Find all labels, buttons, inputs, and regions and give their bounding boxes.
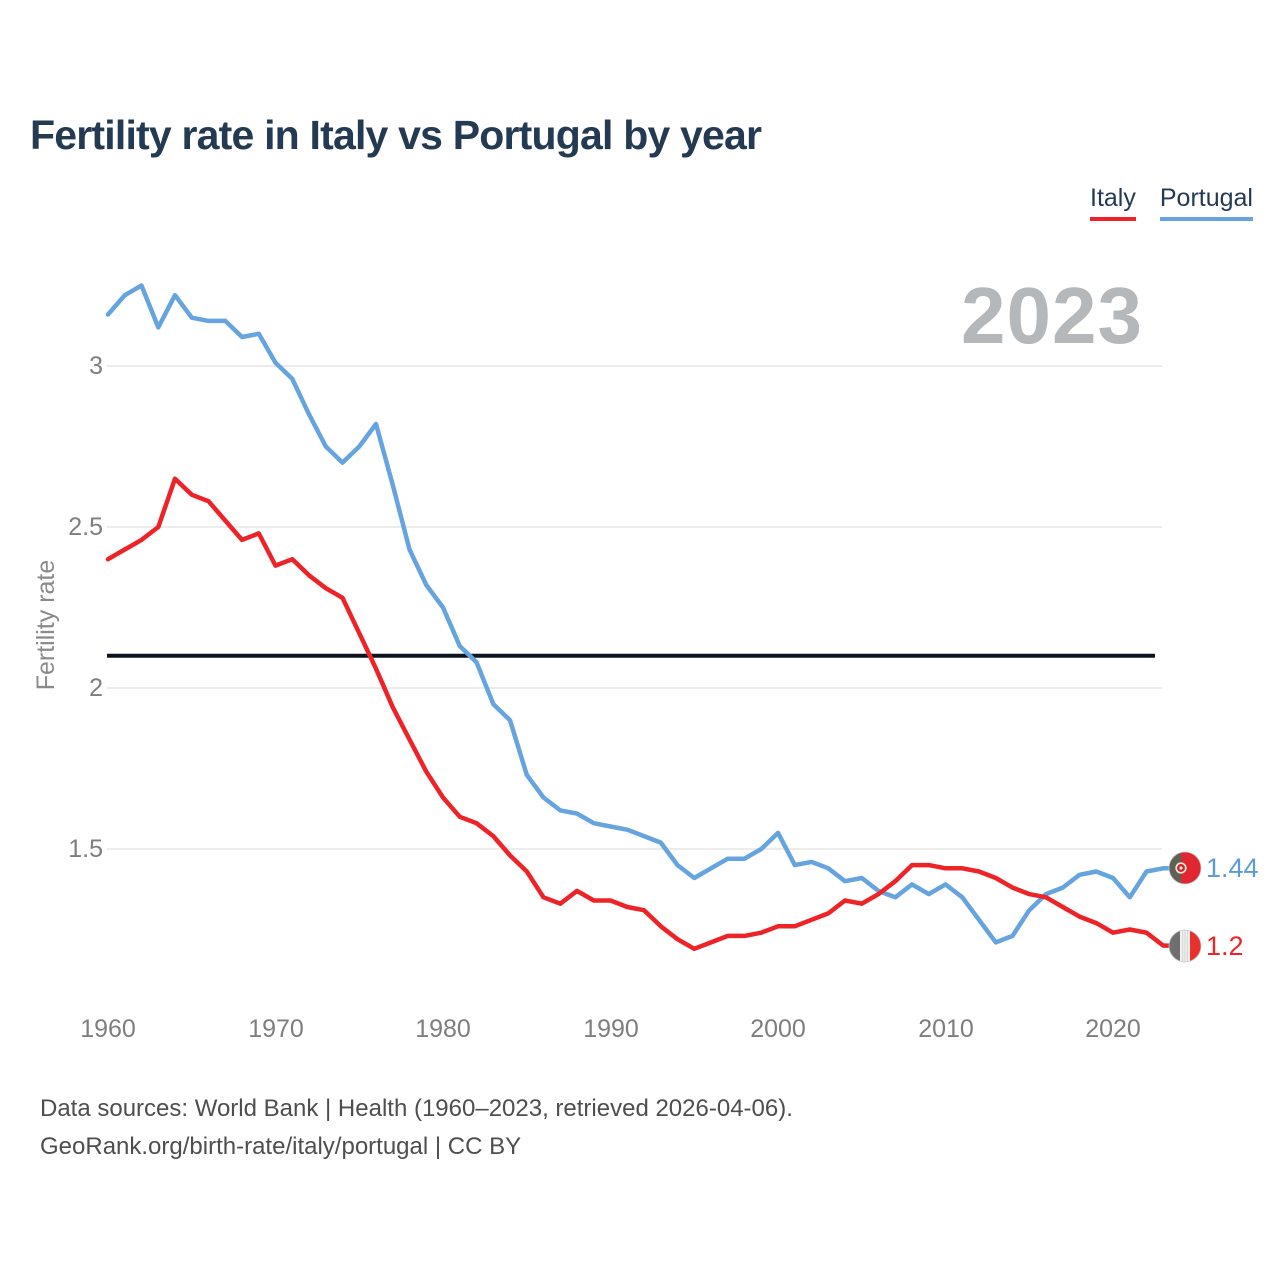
x-tick-2020: 2020 bbox=[1085, 1015, 1141, 1043]
year-watermark: 2023 bbox=[961, 271, 1143, 360]
y-tick-1-5: 1.5 bbox=[68, 835, 103, 863]
y-tick-2: 2 bbox=[89, 674, 103, 702]
portugal-end-value: 1.44 bbox=[1206, 853, 1259, 883]
x-tick-2010: 2010 bbox=[918, 1015, 974, 1043]
x-tick-1970: 1970 bbox=[248, 1015, 304, 1043]
x-tick-2000: 2000 bbox=[750, 1015, 806, 1043]
legend-item-italy[interactable]: Italy bbox=[1090, 184, 1136, 221]
attribution-line: GeoRank.org/birth-rate/italy/portugal | … bbox=[40, 1133, 522, 1160]
x-tick-1990: 1990 bbox=[583, 1015, 639, 1043]
footer: Data sources: World Bank | Health (1960–… bbox=[40, 1090, 793, 1166]
portugal-flag-icon bbox=[1168, 851, 1202, 885]
portugal-line bbox=[105, 283, 1174, 945]
italy-flag-icon bbox=[1168, 929, 1202, 963]
x-tick-1960: 1960 bbox=[80, 1015, 136, 1043]
legend: Italy Portugal bbox=[1090, 184, 1253, 221]
x-tick-1980: 1980 bbox=[415, 1015, 471, 1043]
italy-end-value: 1.2 bbox=[1206, 931, 1244, 961]
page-title: Fertility rate in Italy vs Portugal by y… bbox=[30, 112, 762, 158]
y-tick-3: 3 bbox=[89, 352, 103, 380]
legend-item-portugal[interactable]: Portugal bbox=[1159, 184, 1253, 221]
italy-line bbox=[105, 476, 1174, 952]
y-tick-2-5: 2.5 bbox=[68, 513, 103, 541]
data-source-line: Data sources: World Bank | Health (1960–… bbox=[40, 1095, 793, 1122]
